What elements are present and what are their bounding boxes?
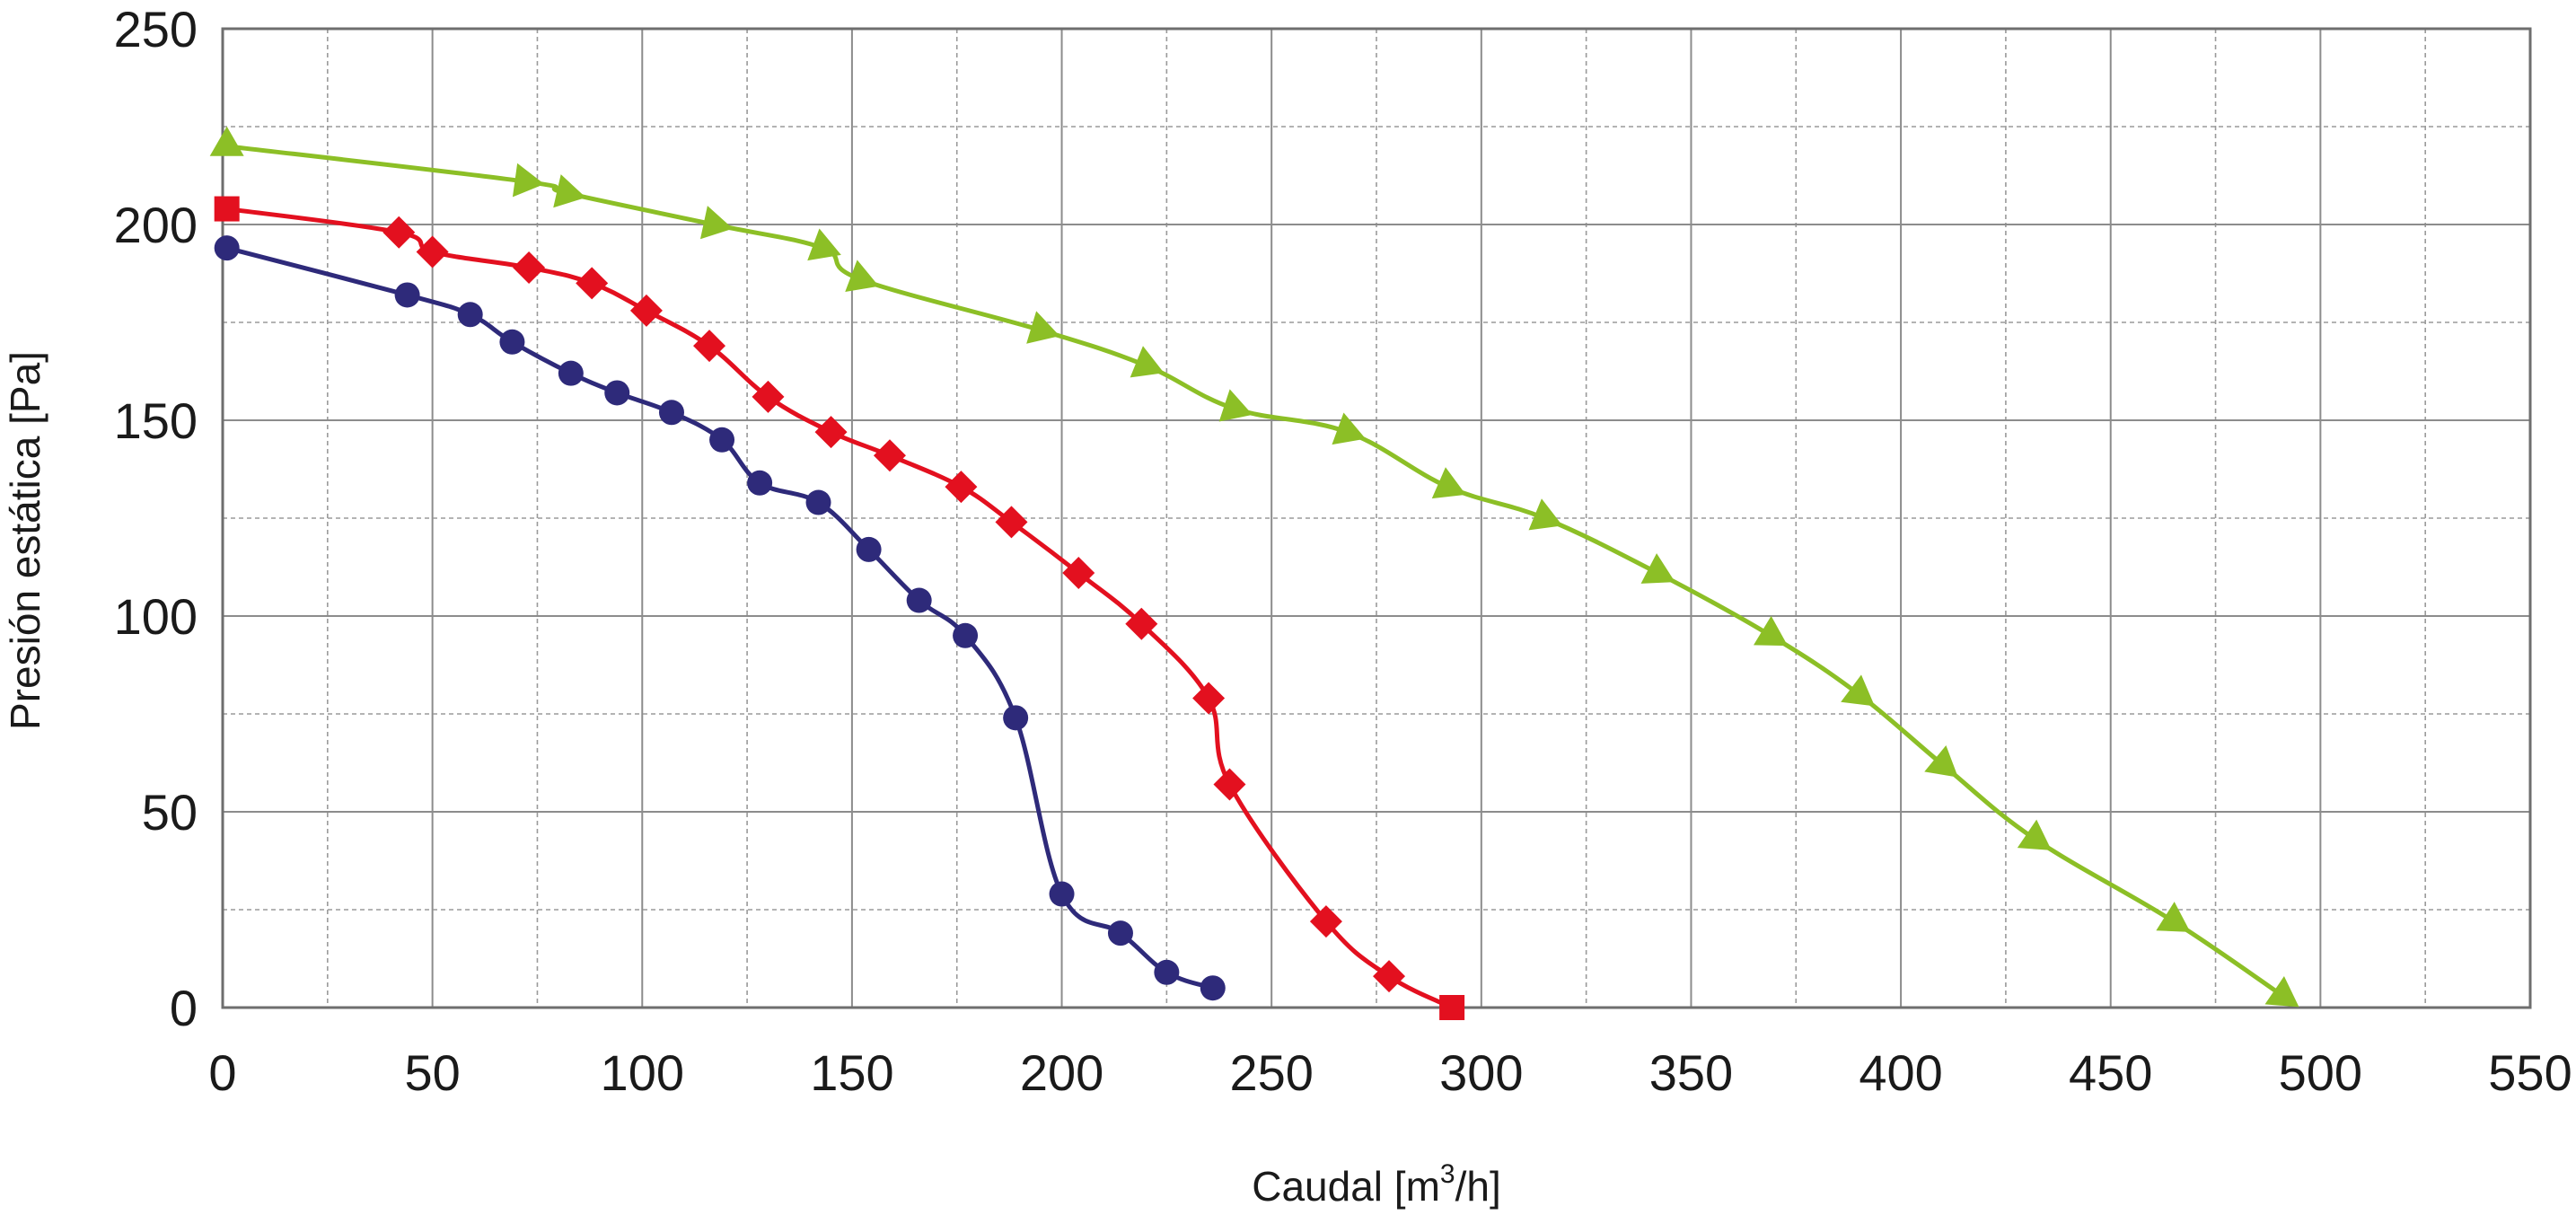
series-1-point [709,427,735,453]
series-1-point [1200,975,1226,1001]
series-3-point [699,206,734,240]
series-3-point [1218,389,1253,422]
series-1-point [658,400,684,426]
series-1-point [1154,959,1180,985]
series-2-point [629,294,663,327]
series-3-point [209,126,244,156]
x-axis-title: Caudal [m3/h] [1252,1159,1501,1210]
series-3-point [845,260,879,292]
series-3-point [1130,346,1165,378]
grid [223,29,2530,1008]
series-3 [209,126,2299,1008]
series-layer [209,126,2299,1020]
series-1-point [499,329,525,355]
y-tick-label: 150 [114,392,198,449]
series-1-point [856,536,882,562]
y-tick-label: 100 [114,588,198,645]
x-tick-label: 50 [404,1044,460,1101]
series-2-point [214,196,240,222]
x-tick-label: 550 [2488,1044,2572,1101]
y-axis-title: Presión estática [Pa] [2,351,48,730]
x-axis-tick-labels: 0 50 100 150 200 250 300 350 400 450 500 550 [208,1044,2572,1101]
x-axis-title-superscript: 3 [1440,1159,1455,1189]
series-2-point [752,380,785,413]
series-1-point [953,622,979,648]
series-2-point [416,235,449,269]
x-tick-label: 400 [1859,1044,1942,1101]
x-axis-title-tail: /h] [1455,1163,1501,1210]
series-2-point [945,471,978,504]
x-tick-label: 250 [1229,1044,1313,1101]
y-tick-label: 200 [114,197,198,253]
series-3-point [1332,412,1366,445]
series-3-point [807,228,841,261]
series-2-line [226,207,1454,1010]
x-tick-label: 150 [810,1044,893,1101]
series-1-point [906,587,932,613]
series-2-point [693,330,726,363]
series-2-point [513,251,546,284]
series-1-point [457,302,483,328]
x-axis-title-main: Caudal [m [1252,1163,1440,1210]
series-2-point [576,267,609,300]
x-tick-label: 500 [2279,1044,2362,1101]
series-2-point [995,506,1028,539]
series-3-point [1841,674,1875,707]
series-3-point [1528,498,1563,531]
series-2-point [1309,905,1342,938]
x-tick-label: 0 [208,1044,236,1101]
plot-area-frame [221,27,2532,1009]
series-1-point [214,235,240,261]
y-tick-label: 0 [170,980,198,1036]
y-axis-tick-labels: 0 50 100 150 200 250 [114,1,198,1036]
series-2-point [1192,682,1226,715]
x-tick-label: 300 [1439,1044,1523,1101]
series-1-point [805,489,831,515]
series-1-point [1003,705,1029,731]
series-1-point [1107,920,1133,946]
series-2-point [1213,768,1246,801]
series-1-point [394,282,420,308]
series-2-point [1062,557,1095,590]
x-tick-label: 200 [1020,1044,1103,1101]
series-2 [214,196,1465,1020]
series-1-point [604,380,630,406]
x-tick-label: 350 [1649,1044,1733,1101]
series-3-point [1754,615,1789,647]
series-2-point [1125,607,1158,640]
series-2-point [1439,995,1465,1020]
series-2-point [382,216,416,249]
series-1-line [226,245,1214,990]
series-3-point [1431,467,1466,499]
series-3-point [2156,902,2191,932]
series-1-point [747,470,773,496]
x-tick-label: 100 [601,1044,684,1101]
series-2-point [873,439,906,472]
series-3-point [1640,553,1675,584]
series-3-point [1924,745,1958,778]
series-3-point [2017,819,2052,850]
series-1 [214,235,1226,1001]
y-tick-label: 250 [114,1,198,57]
series-3-point [512,163,545,198]
series-3-point [553,174,586,208]
series-2-point [1373,960,1406,993]
series-1-point [1049,881,1075,907]
y-tick-label: 50 [142,784,198,841]
series-1-point [558,360,584,386]
x-tick-label: 450 [2069,1044,2152,1101]
series-3-point [2264,976,2299,1008]
series-3-point [1026,311,1060,344]
series-2-point [814,416,848,449]
